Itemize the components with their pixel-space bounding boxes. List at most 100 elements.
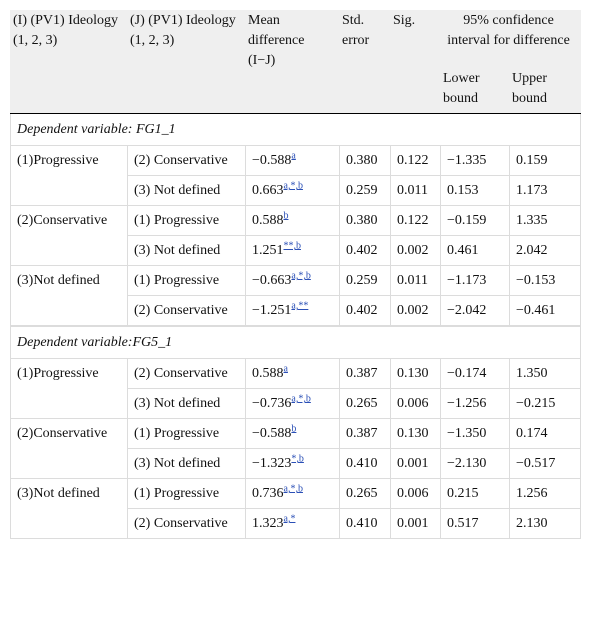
footnote-marker: a,*	[284, 513, 296, 524]
table-body: Dependent variable: FG1_1 (1)Progressive(…	[9, 113, 582, 539]
header-cell: Sig.	[390, 10, 441, 114]
mean-cell: −0.663a,*,b	[245, 265, 340, 296]
footnote-marker: b	[291, 423, 296, 434]
header-cell: Upper bound	[508, 68, 582, 114]
footnote-marker: a,*,b	[284, 180, 303, 191]
group-cell: (3)Not defined	[10, 265, 128, 326]
sig-cell: 0.011	[390, 175, 441, 206]
footnote-link[interactable]: a	[291, 150, 296, 162]
se-cell: 0.410	[339, 448, 391, 479]
data-row: (2) Conservative −1.251a,** 0.402 0.002 −2.0…	[11, 295, 582, 326]
comparison-cell: (1) Progressive	[127, 205, 246, 236]
upper-cell: 1.256	[508, 478, 582, 509]
mean-cell: 1.251**,b	[245, 235, 340, 266]
footnote-marker: a	[291, 150, 295, 161]
data-row: (3) Not defined 0.663a,*,b 0.259 0.011 0.153…	[11, 175, 582, 206]
section-title: Dependent variable: FG1_1	[9, 113, 582, 146]
mean-cell: 0.588b	[245, 205, 340, 236]
comparison-cell: (2) Conservative	[127, 145, 246, 176]
footnote-link[interactable]: b	[283, 210, 289, 222]
data-row: (1)Progressive (2) Conservative 0.588a 0.38…	[10, 358, 582, 419]
footnote-marker: a,*,b	[291, 393, 310, 404]
sig-cell: 0.130	[390, 418, 441, 449]
group-cell: (1)Progressive	[10, 358, 128, 419]
section-row: Dependent variable: FG1_1	[9, 113, 582, 146]
upper-cell: 0.159	[508, 145, 582, 176]
se-cell: 0.387	[339, 358, 391, 389]
footnote-link[interactable]: a,*,b	[291, 270, 311, 282]
mean-value: 0.588	[252, 213, 284, 228]
comparison-cell: (1) Progressive	[127, 265, 246, 296]
group-cell: (2)Conservative	[10, 205, 128, 266]
footnote-link[interactable]: *,b	[291, 453, 304, 465]
footnote-marker: a	[284, 363, 288, 374]
se-cell: 0.265	[339, 478, 391, 509]
header-cell: Mean difference (I−J)	[245, 10, 340, 114]
lower-cell: −2.130	[440, 448, 510, 479]
data-row: (2)Conservative (1) Progressive −0.588b 0.3…	[10, 418, 582, 479]
footnote-marker: a,**	[291, 300, 308, 311]
footnote-link[interactable]: a,**	[291, 300, 309, 312]
comparison-cell: (2) Conservative	[127, 508, 246, 539]
upper-cell: 1.335	[508, 205, 582, 236]
mean-cell: 1.323a,*	[245, 508, 340, 539]
comparison-cell: (3) Not defined	[127, 448, 246, 479]
sig-cell: 0.001	[390, 508, 441, 539]
upper-cell: −0.461	[508, 295, 582, 326]
se-cell: 0.380	[339, 145, 391, 176]
sig-cell: 0.122	[390, 205, 441, 236]
data-row: (2) Conservative 1.323a,* 0.410 0.001 0.517 2…	[11, 508, 582, 539]
header-cell: 95% confidence interval for difference	[439, 10, 582, 69]
footnote-marker: *,b	[291, 453, 304, 464]
table-header: (I) (PV1) Ideology (1, 2, 3) (J) (PV1) I…	[10, 10, 582, 114]
footnote-link[interactable]: b	[291, 423, 297, 435]
comparison-cell: (1) Progressive	[127, 478, 246, 509]
upper-cell: 2.130	[508, 508, 582, 539]
mean-cell: −0.588b	[245, 418, 340, 449]
data-row: (2)Conservative (1) Progressive 0.588b 0.38…	[10, 205, 582, 266]
upper-cell: −0.153	[508, 265, 582, 296]
header-cell: (I) (PV1) Ideology (1, 2, 3)	[10, 10, 128, 114]
lower-cell: −1.350	[440, 418, 510, 449]
group-cell: (1)Progressive	[10, 145, 128, 206]
data-row: (3)Not defined (1) Progressive 0.736a,*,b 0…	[10, 478, 582, 539]
mean-value: 0.736	[252, 486, 284, 501]
mean-cell: 0.588a	[245, 358, 340, 389]
mean-value: −0.588	[252, 153, 292, 168]
footnote-link[interactable]: a,*,b	[283, 180, 303, 192]
comparison-cell: (1) Progressive	[127, 418, 246, 449]
footnote-link[interactable]: a,*	[283, 513, 296, 525]
footnote-link[interactable]: a,*,b	[283, 483, 303, 495]
lower-cell: −1.256	[440, 388, 510, 419]
footnote-link[interactable]: **,b	[283, 240, 302, 252]
se-cell: 0.259	[339, 175, 391, 206]
footnote-link[interactable]: a	[283, 363, 288, 375]
mean-cell: −0.736a,*,b	[245, 388, 340, 419]
comparison-cell: (2) Conservative	[127, 358, 246, 389]
comparison-cell: (2) Conservative	[127, 295, 246, 326]
data-row: (3) Not defined 1.251**,b 0.402 0.002 0.461 2…	[11, 235, 582, 266]
lower-cell: −2.042	[440, 295, 510, 326]
sig-cell: 0.002	[390, 295, 441, 326]
footnote-marker: **,b	[284, 240, 302, 251]
mean-value: 0.588	[252, 366, 284, 381]
mean-value: −0.663	[252, 273, 292, 288]
mean-value: 1.323	[252, 516, 284, 531]
comparison-cell: (3) Not defined	[127, 235, 246, 266]
header-cell: Lower bound	[440, 68, 510, 114]
footnote-marker: a,*,b	[291, 270, 310, 281]
data-row: (1)Progressive (2) Conservative −0.588a 0.3…	[10, 145, 582, 206]
lower-cell: 0.517	[440, 508, 510, 539]
results-table: (I) (PV1) Ideology (1, 2, 3) (J) (PV1) I…	[9, 10, 582, 539]
mean-value: 1.251	[252, 243, 284, 258]
group-cell: (3)Not defined	[10, 478, 128, 539]
group-cell: (2)Conservative	[10, 418, 128, 479]
header-cell: Std. error	[339, 10, 391, 114]
se-cell: 0.259	[339, 265, 391, 296]
comparison-cell: (3) Not defined	[127, 175, 246, 206]
mean-value: −1.251	[252, 303, 292, 318]
section-row: Dependent variable:FG5_1	[9, 326, 582, 359]
footnote-link[interactable]: a,*,b	[291, 393, 311, 405]
lower-cell: −0.174	[440, 358, 510, 389]
